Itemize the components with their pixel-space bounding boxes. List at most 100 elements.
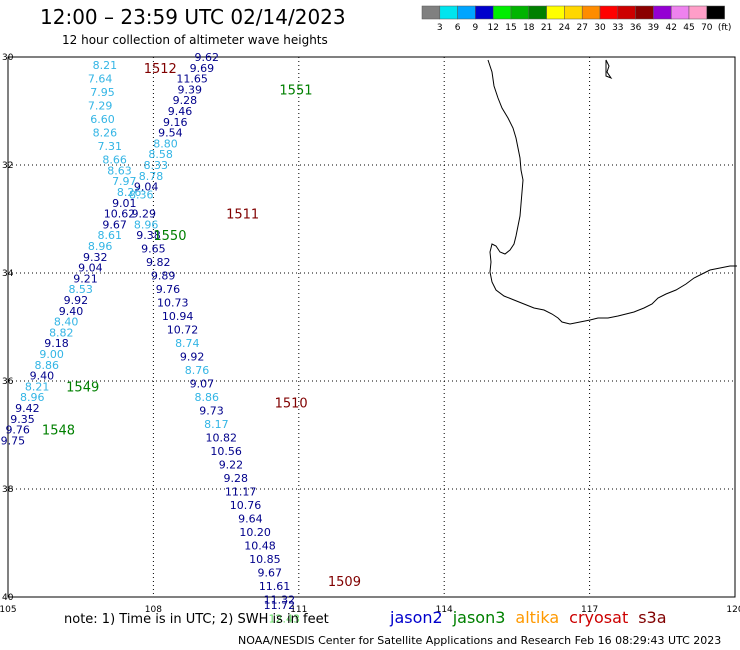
wave-height-value: 11.17 bbox=[225, 486, 257, 499]
wave-height-value: 9.18 bbox=[44, 337, 69, 350]
wave-height-value: 8.26 bbox=[93, 127, 118, 140]
scale-label: 30 bbox=[594, 23, 606, 33]
wave-height-value: 9.89 bbox=[151, 270, 176, 283]
wave-height-value: 8.53 bbox=[68, 283, 93, 296]
wave-height-value: 7.29 bbox=[88, 100, 113, 113]
wave-height-value: 9.28 bbox=[173, 94, 198, 107]
wave-height-value: 9.67 bbox=[257, 567, 282, 580]
scale-swatch bbox=[510, 5, 530, 20]
australia-coastline bbox=[487, 59, 737, 325]
wave-height-value: 10.76 bbox=[230, 499, 262, 512]
satellite-legend: jason2 jason3 altika cryosat s3a bbox=[390, 608, 677, 627]
scale-swatch bbox=[457, 5, 476, 20]
wave-height-value: 9.40 bbox=[59, 305, 84, 318]
wave-height-value: 9.07 bbox=[190, 378, 215, 391]
wave-height-value: 8.63 bbox=[107, 164, 132, 177]
pass-number-label: 1509 bbox=[328, 575, 361, 590]
wave-height-value: 10.20 bbox=[239, 526, 271, 539]
wave-height-value: 6.60 bbox=[90, 113, 115, 126]
pass-number-label: 1549 bbox=[66, 380, 99, 395]
scale-label: 42 bbox=[665, 23, 676, 33]
wave-height-value: 7.97 bbox=[112, 175, 137, 188]
map-title: 12:00 – 23:59 UTC 02/14/2023 bbox=[40, 5, 346, 29]
scale-label: 6 bbox=[455, 23, 461, 33]
wave-height-value: 9.65 bbox=[141, 243, 166, 256]
wave-height-value: 8.96 bbox=[88, 240, 113, 253]
wave-height-value: 8.36 bbox=[129, 189, 154, 202]
wave-height-value: 9.01 bbox=[112, 197, 137, 210]
footer-credit: NOAA/NESDIS Center for Satellite Applica… bbox=[238, 634, 722, 647]
lat-tick-label: 38 bbox=[2, 485, 14, 495]
wave-height-value: 9.00 bbox=[39, 348, 64, 361]
wave-height-value: 9.92 bbox=[180, 351, 205, 364]
wave-height-value: 8.74 bbox=[175, 337, 200, 350]
scale-label: 33 bbox=[612, 23, 623, 33]
scale-swatch bbox=[439, 5, 458, 20]
wave-height-value: 8.40 bbox=[54, 316, 79, 329]
wave-height-value: 10.56 bbox=[210, 445, 242, 458]
wave-height-value: 9.82 bbox=[146, 256, 171, 269]
wave-height-value: 9.22 bbox=[219, 459, 244, 472]
wave-height-value: 8.86 bbox=[35, 359, 60, 372]
wave-height-value: 8.17 bbox=[204, 418, 229, 431]
wave-height-value: 10.72 bbox=[167, 324, 199, 337]
lat-tick-label: 32 bbox=[2, 161, 13, 171]
wave-height-value: 8.86 bbox=[194, 391, 219, 404]
pass-number-label: 1548 bbox=[42, 424, 75, 439]
scale-swatch bbox=[492, 5, 512, 20]
scale-swatch bbox=[688, 5, 708, 20]
lon-tick-label: 117 bbox=[581, 605, 598, 615]
satellite-legend-item: altika bbox=[515, 608, 560, 627]
scale-label: 45 bbox=[683, 23, 694, 33]
satellite-legend-item: jason2 bbox=[390, 608, 443, 627]
scale-swatch bbox=[670, 5, 690, 20]
scale-swatch bbox=[546, 5, 565, 20]
map-subtitle: 12 hour collection of altimeter wave hei… bbox=[62, 33, 328, 47]
wave-height-value: 9.40 bbox=[30, 370, 55, 383]
scale-label: 12 bbox=[487, 23, 498, 33]
wave-height-value: 9.28 bbox=[224, 472, 249, 485]
lon-tick-label: 105 bbox=[0, 605, 17, 615]
scale-label: 39 bbox=[648, 23, 660, 33]
lon-tick-label: 114 bbox=[436, 605, 453, 615]
map-frame: 105 108 111 114 117 120 30 32 34 36 38 40 bbox=[0, 53, 740, 615]
wave-height-value: 9.69 bbox=[190, 62, 215, 75]
wave-height-value: 9.76 bbox=[156, 283, 181, 296]
lat-tick-label: 40 bbox=[2, 593, 14, 603]
wave-height-value: 9.76 bbox=[5, 424, 30, 437]
scale-label: (ft) bbox=[718, 23, 732, 33]
wave-height-value: 9.04 bbox=[78, 262, 103, 275]
wave-height-value: 11.72 bbox=[264, 599, 296, 612]
pass-number-label: 1510 bbox=[275, 397, 308, 412]
lon-tick-label: 120 bbox=[726, 605, 740, 615]
scale-label: 21 bbox=[541, 23, 552, 33]
wave-height-value: 8.76 bbox=[185, 364, 210, 377]
wave-height-value: 8.96 bbox=[134, 218, 159, 231]
lat-tick-label: 30 bbox=[2, 53, 14, 63]
wave-height-value: 8.78 bbox=[139, 170, 164, 183]
scale-swatch bbox=[421, 5, 441, 20]
map-border bbox=[7, 56, 736, 598]
satellite-legend-item: jason3 bbox=[452, 608, 506, 627]
wave-height-value: 9.21 bbox=[73, 272, 98, 285]
wave-height-value: 9.64 bbox=[238, 513, 263, 526]
scale-label: 27 bbox=[576, 23, 587, 33]
scale-swatch bbox=[706, 5, 725, 20]
wave-height-value: 10.82 bbox=[206, 432, 238, 445]
color-scale: 3 6 9 12 15 18 21 24 27 30 33 36 39 42 45 70 (ft) bbox=[421, 5, 732, 33]
scale-swatch bbox=[475, 5, 494, 20]
wave-height-value: 12.43 bbox=[269, 613, 301, 626]
pass-number-label: 1551 bbox=[279, 83, 312, 98]
wave-height-value: 7.31 bbox=[98, 140, 123, 153]
wave-height-value: 8.33 bbox=[144, 159, 169, 172]
altimeter-tracks: 8.217.647.957.296.608.267.318.668.637.97… bbox=[1, 51, 300, 626]
wave-height-value: 9.62 bbox=[194, 51, 219, 64]
wave-height-value: 10.62 bbox=[104, 208, 136, 221]
scale-swatch bbox=[564, 5, 583, 20]
pass-labels: 1512 1551 1511 1550 1549 1510 1548 1509 bbox=[42, 62, 361, 590]
wave-height-value: 8.96 bbox=[20, 391, 45, 404]
pass-number-label: 1512 bbox=[144, 62, 177, 77]
wave-height-value: 8.26 bbox=[117, 186, 142, 199]
pass-number-label: 1550 bbox=[153, 229, 186, 244]
